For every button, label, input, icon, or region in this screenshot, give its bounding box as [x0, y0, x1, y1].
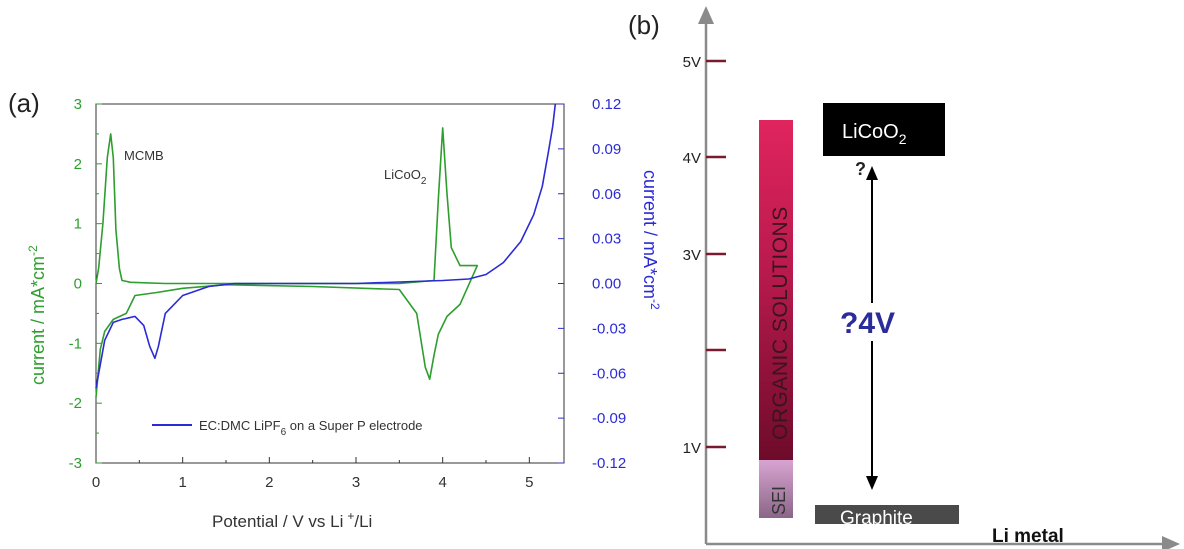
annotation-mcmb: MCMB	[124, 148, 164, 163]
x-axis-label-tail: /Li	[354, 512, 372, 531]
y-left-tick-label: -1	[69, 335, 82, 352]
y-axis-left-label: current / mA*cm-2	[26, 245, 48, 385]
y-axis-right-label-main: current / mA*cm	[640, 170, 660, 299]
x-axis-label: Potential / V vs Li +/Li	[212, 509, 372, 531]
plot-a: 0 1 2 3 4 5 3 2 1 0 -1 -2 -3 0.12 0.09 0.06 0.03 0.00 -0.0…	[69, 96, 627, 491]
licoo2-box-label-main: LiCoO	[842, 121, 899, 143]
legend-pre: EC:DMC LiPF	[199, 418, 281, 433]
licoo2-box-label: LiCoO2	[842, 121, 907, 147]
y-left-tick-label: 3	[74, 96, 82, 113]
panel-a-label: (a)	[8, 88, 40, 118]
graphite-label: Graphite	[840, 508, 913, 529]
b-tick-label-3v: 3V	[683, 247, 701, 264]
y-right-tick-label: 0.03	[592, 231, 621, 248]
y-right-tick-label: -0.09	[592, 410, 626, 427]
graphite-bar	[815, 505, 959, 524]
sei-label: SEI	[769, 486, 789, 515]
legend-text: EC:DMC LiPF6 on a Super P electrode	[199, 418, 423, 438]
plot-b: 5V 4V 3V 1V ORGANIC SOLUTIONS SEI LiCoO2…	[683, 6, 1180, 549]
annotation-licoo2: LiCoO2	[384, 167, 427, 187]
gap-arrow-head-down	[866, 476, 878, 490]
series-line-mcmb-licoo2	[95, 127, 479, 398]
y-left-tick-label: -2	[69, 395, 82, 412]
x-tick-label: 1	[178, 474, 186, 491]
b-x-axis-arrowhead	[1162, 536, 1180, 549]
x-tick-label: 5	[525, 474, 533, 491]
organic-solutions-label: ORGANIC SOLUTIONS	[769, 206, 792, 440]
y-right-tick-label: -0.06	[592, 365, 626, 382]
organic-solutions-bar	[759, 120, 793, 460]
y-axis-left-label-main: current / mA*cm	[28, 256, 48, 385]
b-tick-label-4v: 4V	[683, 150, 701, 167]
x-tick-label: 2	[265, 474, 273, 491]
sei-bar	[759, 460, 793, 518]
x-tick-label: 4	[438, 474, 446, 491]
y-right-tick-label: 0.00	[592, 276, 621, 293]
panel-b-label: (b)	[628, 10, 660, 40]
gap-label-bg	[838, 303, 904, 341]
y-right-tick-label: 0.12	[592, 96, 621, 113]
y-right-tick-label: -0.03	[592, 320, 626, 337]
x-tick-label: 3	[352, 474, 360, 491]
y-right-tick-label: 0.09	[592, 141, 621, 158]
y-left-tick-label: 0	[74, 276, 82, 293]
li-metal-label: Li metal	[992, 526, 1064, 547]
x-axis-label-main: Potential / V vs Li	[212, 512, 343, 531]
y-axis-right-label: current / mA*cm-2	[640, 170, 662, 310]
x-tick-label: 0	[92, 474, 100, 491]
gap-label: ?4V	[840, 307, 895, 340]
y-left-tick-label: 2	[74, 156, 82, 173]
b-tick-label-1v: 1V	[683, 440, 701, 457]
y-left-tick-label: 1	[74, 216, 82, 233]
legend-sub: 6	[281, 427, 287, 438]
gap-arrow-head-up	[866, 166, 878, 180]
legend-post: on a Super P electrode	[286, 418, 422, 433]
x-axis-label-sup: +	[347, 509, 354, 523]
b-tick-label-5v: 5V	[683, 54, 701, 71]
licoo2-box-label-sub: 2	[899, 131, 907, 147]
b-y-axis-arrowhead	[698, 6, 714, 24]
y-left-tick-label: -3	[69, 455, 82, 472]
annotation-licoo2-sub: 2	[421, 176, 427, 187]
licoo2-box	[823, 103, 945, 156]
annotation-licoo2-main: LiCoO	[384, 167, 421, 182]
question-mark-top: ?	[855, 159, 866, 179]
y-axis-right-label-sup: -2	[648, 299, 662, 310]
y-right-tick-label: 0.06	[592, 186, 621, 203]
series-line-super-p	[95, 103, 557, 389]
y-right-tick-label: -0.12	[592, 455, 626, 472]
y-axis-left-label-sup: -2	[26, 245, 40, 256]
